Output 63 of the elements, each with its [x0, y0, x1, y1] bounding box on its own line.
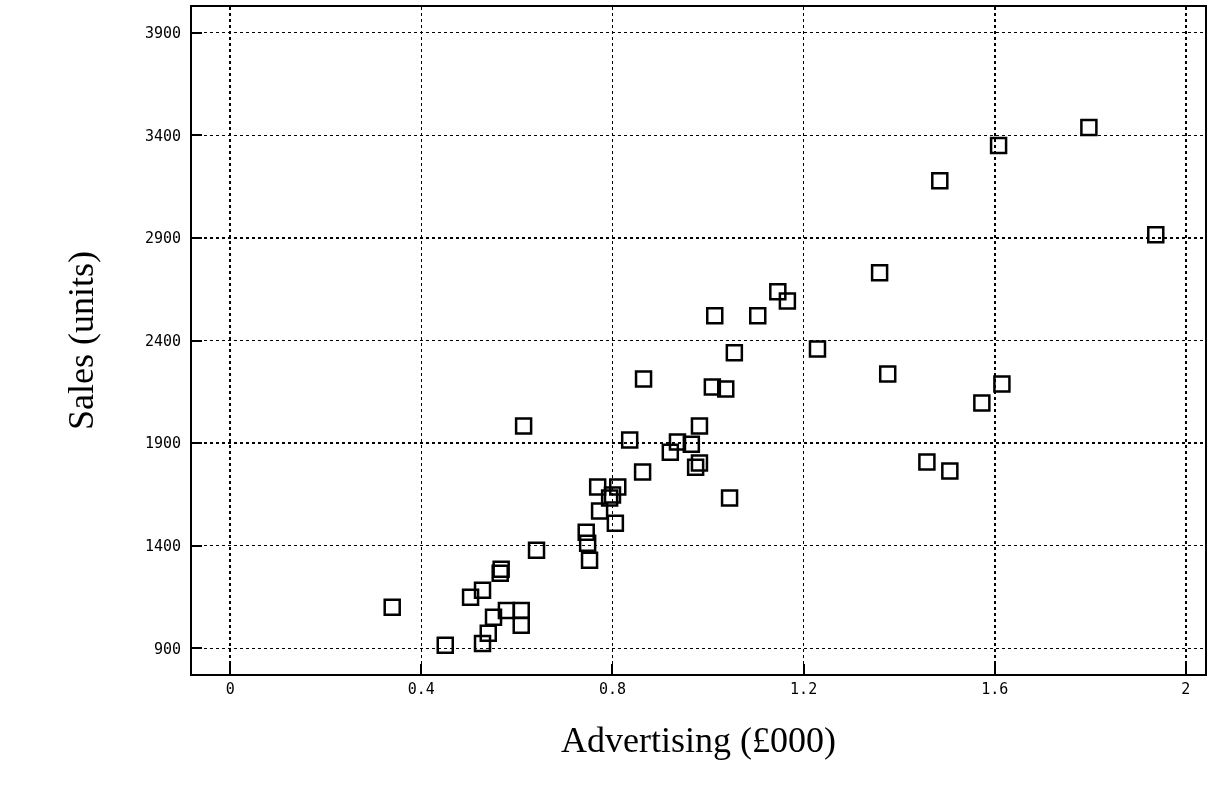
point [918, 453, 936, 471]
point [973, 394, 991, 412]
point [661, 443, 680, 461]
x-tick-label: 1.2 [790, 680, 818, 698]
point [479, 624, 497, 643]
point [577, 523, 595, 541]
point [1080, 118, 1098, 137]
point [993, 375, 1011, 393]
point [473, 581, 492, 600]
y-axis-title: Sales (units) [61, 251, 102, 430]
point [878, 365, 897, 383]
point [588, 478, 607, 496]
point [808, 340, 827, 358]
point [514, 417, 533, 435]
y-tick-label: 1400 [144, 536, 181, 555]
x-tick-label: 1.6 [981, 680, 1009, 698]
y-tick-label: 2900 [144, 229, 181, 248]
point [436, 636, 454, 655]
point [620, 431, 639, 449]
point [749, 307, 767, 325]
point [512, 601, 530, 620]
x-tick-label: 0.8 [598, 680, 627, 698]
point [725, 344, 744, 362]
point [590, 502, 609, 520]
y-tick-label: 900 [153, 639, 181, 658]
point [686, 458, 705, 476]
x-tick-label: 0 [225, 680, 235, 698]
point [870, 264, 889, 282]
point [769, 283, 787, 301]
y-tick-label: 3400 [144, 126, 181, 145]
point [1147, 226, 1165, 244]
point [609, 478, 627, 496]
point [778, 292, 797, 310]
point [512, 616, 530, 635]
y-tick-label: 2400 [144, 331, 181, 350]
point [606, 514, 625, 532]
point [527, 541, 546, 559]
point [492, 560, 510, 579]
point [491, 564, 509, 582]
x-tick-label: 0.4 [407, 680, 435, 698]
point [473, 634, 492, 653]
point [716, 380, 735, 398]
point [580, 551, 599, 570]
point [633, 463, 652, 481]
x-tick-label: 2 [1181, 680, 1191, 698]
point [461, 588, 480, 606]
point [484, 608, 503, 627]
point [578, 534, 597, 553]
point [720, 489, 739, 507]
point [941, 462, 959, 480]
point [690, 454, 709, 472]
point [989, 136, 1008, 155]
point [690, 417, 709, 435]
point [634, 370, 653, 388]
point [703, 378, 722, 396]
point [931, 171, 949, 190]
y-tick-label: 1900 [144, 434, 181, 453]
point [668, 433, 687, 451]
x-axis-title: Advertising (£000) [561, 720, 836, 761]
y-tick-label: 3900 [144, 23, 181, 42]
point [706, 307, 724, 325]
point [383, 598, 401, 617]
point [682, 435, 701, 453]
